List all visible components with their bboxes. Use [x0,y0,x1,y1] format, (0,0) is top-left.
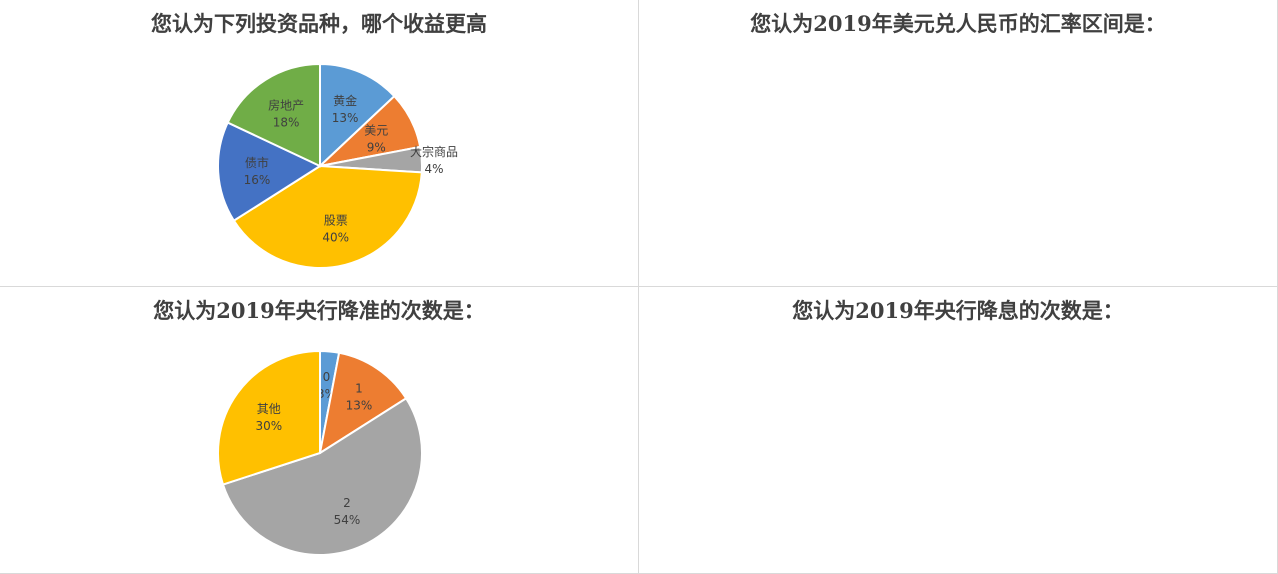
slice-percent-label: 40% [322,230,349,244]
pie-slice [217,121,323,223]
slice-percent-label: 13% [346,399,373,413]
slice-category-label: 其他 [257,402,281,416]
pie-chart-investment: 黄金 13% 美元 9% 大宗商品 4% 股票 40% 债市 16% 房地产 18% [217,62,458,269]
slice-category-label: 2 [343,496,351,510]
slice-percent-label: 4% [424,162,443,176]
chart-title: 您认为2019年央行降准的次数是： [153,298,485,323]
chart-panel-investment: 您认为下列投资品种，哪个收益更高 黄金 13% 美元 9% 大宗商品 4% 股票 40% 债市 1… [0,0,639,287]
chart-panel-exchange-rate: 您认为2019年美元兑人民币的汇率区间是： 6.0-6.53%6.5-7.094… [639,0,1278,287]
pie-chart-exchange-rate: 6.0-6.53%6.5-7.094%7.0-7.53% [639,0,1278,287]
slice-category-label: 黄金 [333,93,357,108]
pie-slice [221,396,423,556]
slice-category-label: 房地产 [268,98,304,113]
slice-category-label: 0 [323,370,331,384]
pie-slice [217,349,321,486]
slice-percent-label: 13% [332,111,359,125]
slice-category-label: 美元 [364,123,388,137]
chart-panel-rate-cuts: 您认为2019年央行降息的次数是： 046%143%28%其他3% [639,287,1278,574]
slice-category-label: 股票 [324,213,348,227]
pie-slice [226,62,321,168]
slice-percent-label: 54% [334,513,361,527]
slice-percent-label: 18% [273,116,300,130]
slice-category-label: 1 [355,382,363,396]
slice-percent-label: 9% [367,140,386,154]
slice-category-label: 债市 [245,155,269,170]
slice-category-label: 大宗商品 [410,144,458,159]
chart-panel-rrr-cuts: 您认为2019年央行降准的次数是： 0 3% 1 13% 2 54% 其他 30% [0,287,639,574]
pie-slice [318,351,408,456]
chart-title: 您认为2019年央行降息的次数是： [792,298,1124,323]
slice-percent-label: 30% [255,419,282,433]
pie-chart-rate-cuts: 046%143%28%其他3% [639,287,1278,574]
pie-slice [319,62,396,169]
chart-title: 您认为下列投资品种，哪个收益更高 [151,11,487,36]
slice-percent-label: 16% [244,173,271,187]
chart-title: 您认为2019年美元兑人民币的汇率区间是： [750,11,1166,36]
